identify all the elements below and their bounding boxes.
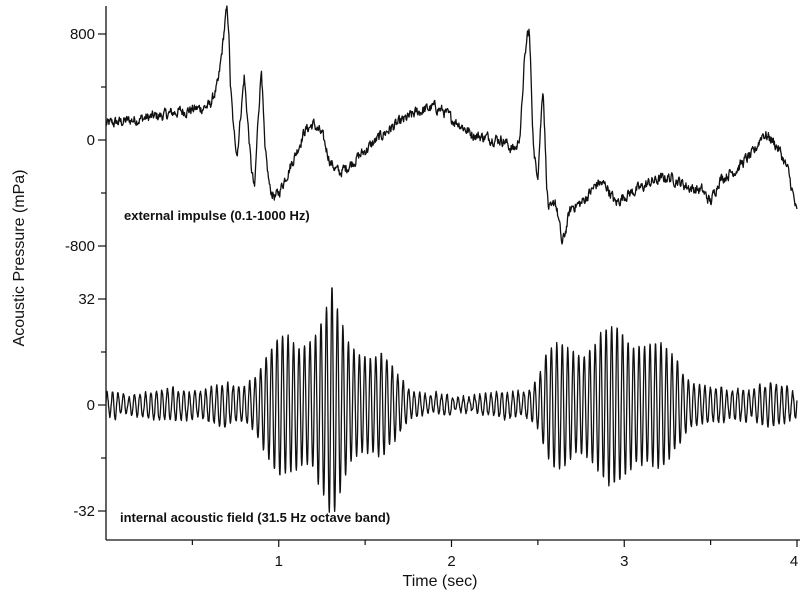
x-tick-label: 1 — [275, 553, 283, 570]
x-axis-title: Time (sec) — [403, 573, 478, 590]
tick-labels: 1 2 3 4 800 0 -800 32 0 -32 — [65, 26, 798, 570]
y-axis-title: Acoustic Pressure (mPa) — [11, 170, 28, 347]
external-impulse-trace — [105, 5, 798, 245]
x-tick-label: 4 — [790, 553, 798, 570]
top-panel-annotation: external impulse (0.1-1000 Hz) — [124, 208, 310, 223]
internal-field-trace — [105, 287, 798, 513]
y-tick-label: 32 — [78, 291, 95, 308]
bottom-panel-annotation: internal acoustic field (31.5 Hz octave … — [120, 510, 390, 525]
y-tick-label: -32 — [73, 503, 95, 520]
y-tick-label: -800 — [65, 238, 95, 255]
y-tick-label: 800 — [70, 26, 95, 43]
x-tick-label: 3 — [620, 553, 628, 570]
y-tick-label: 0 — [87, 132, 95, 149]
axis-ticks — [98, 33, 798, 547]
y-tick-label: 0 — [87, 397, 95, 414]
x-tick-label: 2 — [447, 553, 455, 570]
